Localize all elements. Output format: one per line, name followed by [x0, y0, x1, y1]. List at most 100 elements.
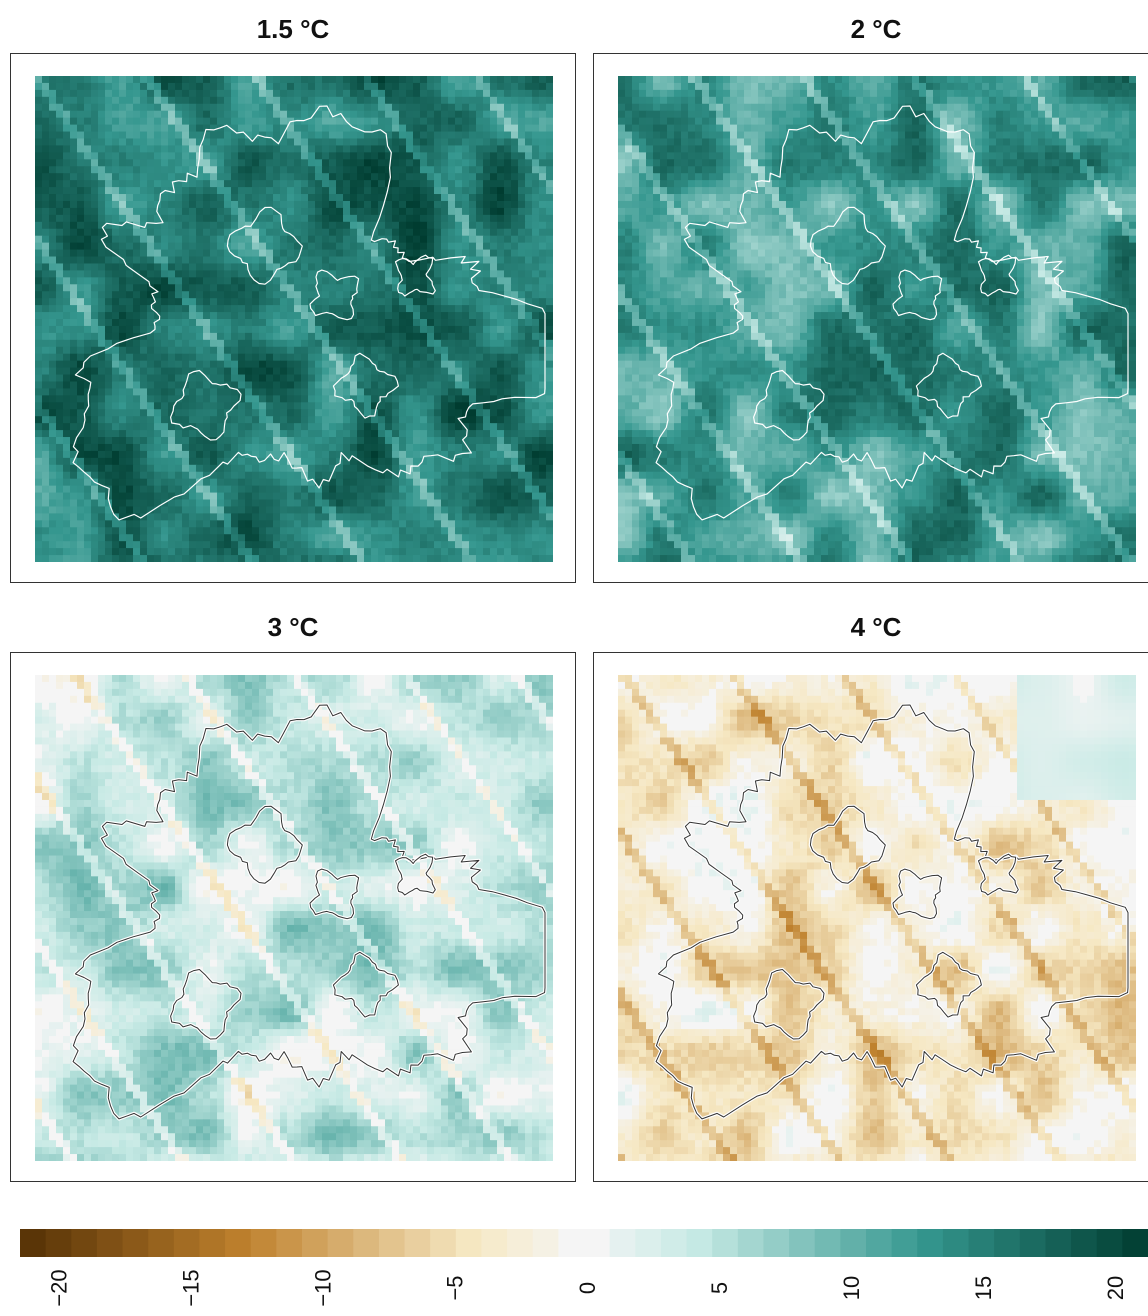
raster-cell [168, 117, 176, 126]
raster-cell [105, 235, 113, 244]
raster-cell [406, 76, 414, 84]
raster-cell [147, 499, 155, 507]
raster-cell [420, 409, 428, 417]
raster-cell [112, 520, 120, 528]
raster-cell [70, 284, 78, 292]
raster-cell [532, 131, 540, 139]
raster-cell [98, 221, 106, 230]
raster-cell [420, 277, 428, 285]
raster-cell [126, 513, 134, 521]
raster-cell [420, 332, 428, 341]
raster-cell [175, 173, 183, 181]
raster-cell [455, 325, 463, 334]
raster-cell [525, 131, 533, 139]
raster-cell [483, 89, 491, 98]
raster-cell [147, 298, 155, 306]
raster-cell [35, 298, 43, 306]
raster-cell [273, 388, 281, 396]
raster-cell [105, 450, 113, 459]
raster-cell [161, 457, 169, 466]
raster-cell [476, 346, 484, 355]
raster-cell [42, 277, 50, 285]
raster-cell [203, 388, 211, 396]
raster-cell [126, 270, 134, 278]
raster-cell [147, 527, 155, 535]
raster-cell [350, 235, 358, 244]
raster-cell [133, 298, 141, 306]
raster-cell [238, 346, 246, 355]
raster-cell [224, 249, 232, 258]
raster-cell [168, 499, 176, 507]
raster-cell [210, 443, 218, 452]
raster-cell [140, 464, 148, 473]
raster-cell [280, 194, 288, 202]
raster-cell [252, 166, 260, 174]
raster-cell [252, 471, 260, 480]
raster-cell [49, 346, 57, 355]
raster-cell [245, 423, 253, 431]
raster-cell [469, 131, 477, 139]
raster-cell [343, 76, 351, 84]
raster-cell [476, 499, 484, 507]
raster-cell [392, 242, 400, 251]
raster-cell [63, 291, 71, 299]
raster-cell [476, 166, 484, 174]
raster-cell [315, 173, 323, 181]
raster-cell [322, 152, 330, 160]
raster-cell [546, 187, 553, 195]
raster-cell [343, 520, 351, 528]
raster-cell [294, 138, 302, 146]
raster-cell [252, 291, 260, 299]
raster-cell [91, 374, 99, 382]
raster-cell [189, 298, 197, 306]
raster-cell [308, 200, 316, 209]
raster-cell [357, 145, 365, 153]
raster-cell [280, 305, 288, 313]
raster-cell [175, 450, 183, 459]
raster-cell [91, 520, 99, 528]
raster-cell [245, 242, 253, 251]
raster-cell [49, 221, 57, 230]
raster-cell [49, 423, 57, 431]
raster-cell [308, 145, 316, 153]
raster-cell [245, 270, 253, 278]
raster-cell [490, 534, 498, 542]
raster-cell [532, 270, 540, 278]
raster-cell [84, 312, 92, 320]
raster-cell [350, 492, 358, 501]
raster-cell [210, 499, 218, 507]
raster-cell [84, 527, 92, 535]
raster-cell [238, 89, 246, 98]
raster-cell [448, 221, 456, 230]
raster-cell [343, 430, 351, 438]
raster-cell [539, 263, 547, 271]
raster-cell [448, 249, 456, 258]
raster-cell [259, 214, 267, 223]
raster-cell [70, 381, 78, 389]
raster-cell [511, 430, 519, 438]
raster-cell [119, 381, 127, 389]
raster-cell [140, 298, 148, 306]
raster-cell [231, 270, 239, 278]
raster-cell [189, 485, 197, 494]
raster-cell [119, 346, 127, 355]
raster-cell [357, 506, 365, 514]
raster-cell [483, 263, 491, 271]
raster-cell [399, 194, 407, 202]
raster-cell [315, 360, 323, 369]
raster-cell [70, 325, 78, 334]
raster-cell [273, 96, 281, 105]
raster-cell [455, 270, 463, 278]
raster-cell [203, 520, 211, 528]
raster-cell [224, 367, 232, 376]
raster-cell [140, 89, 148, 98]
raster-cell [546, 207, 553, 216]
raster-cell [70, 513, 78, 521]
raster-cell [413, 520, 421, 528]
raster-cell [546, 312, 553, 320]
raster-cell [210, 103, 218, 112]
raster-cell [518, 457, 526, 466]
raster-cell [266, 402, 274, 410]
raster-cell [455, 381, 463, 389]
raster-cell [546, 270, 553, 278]
